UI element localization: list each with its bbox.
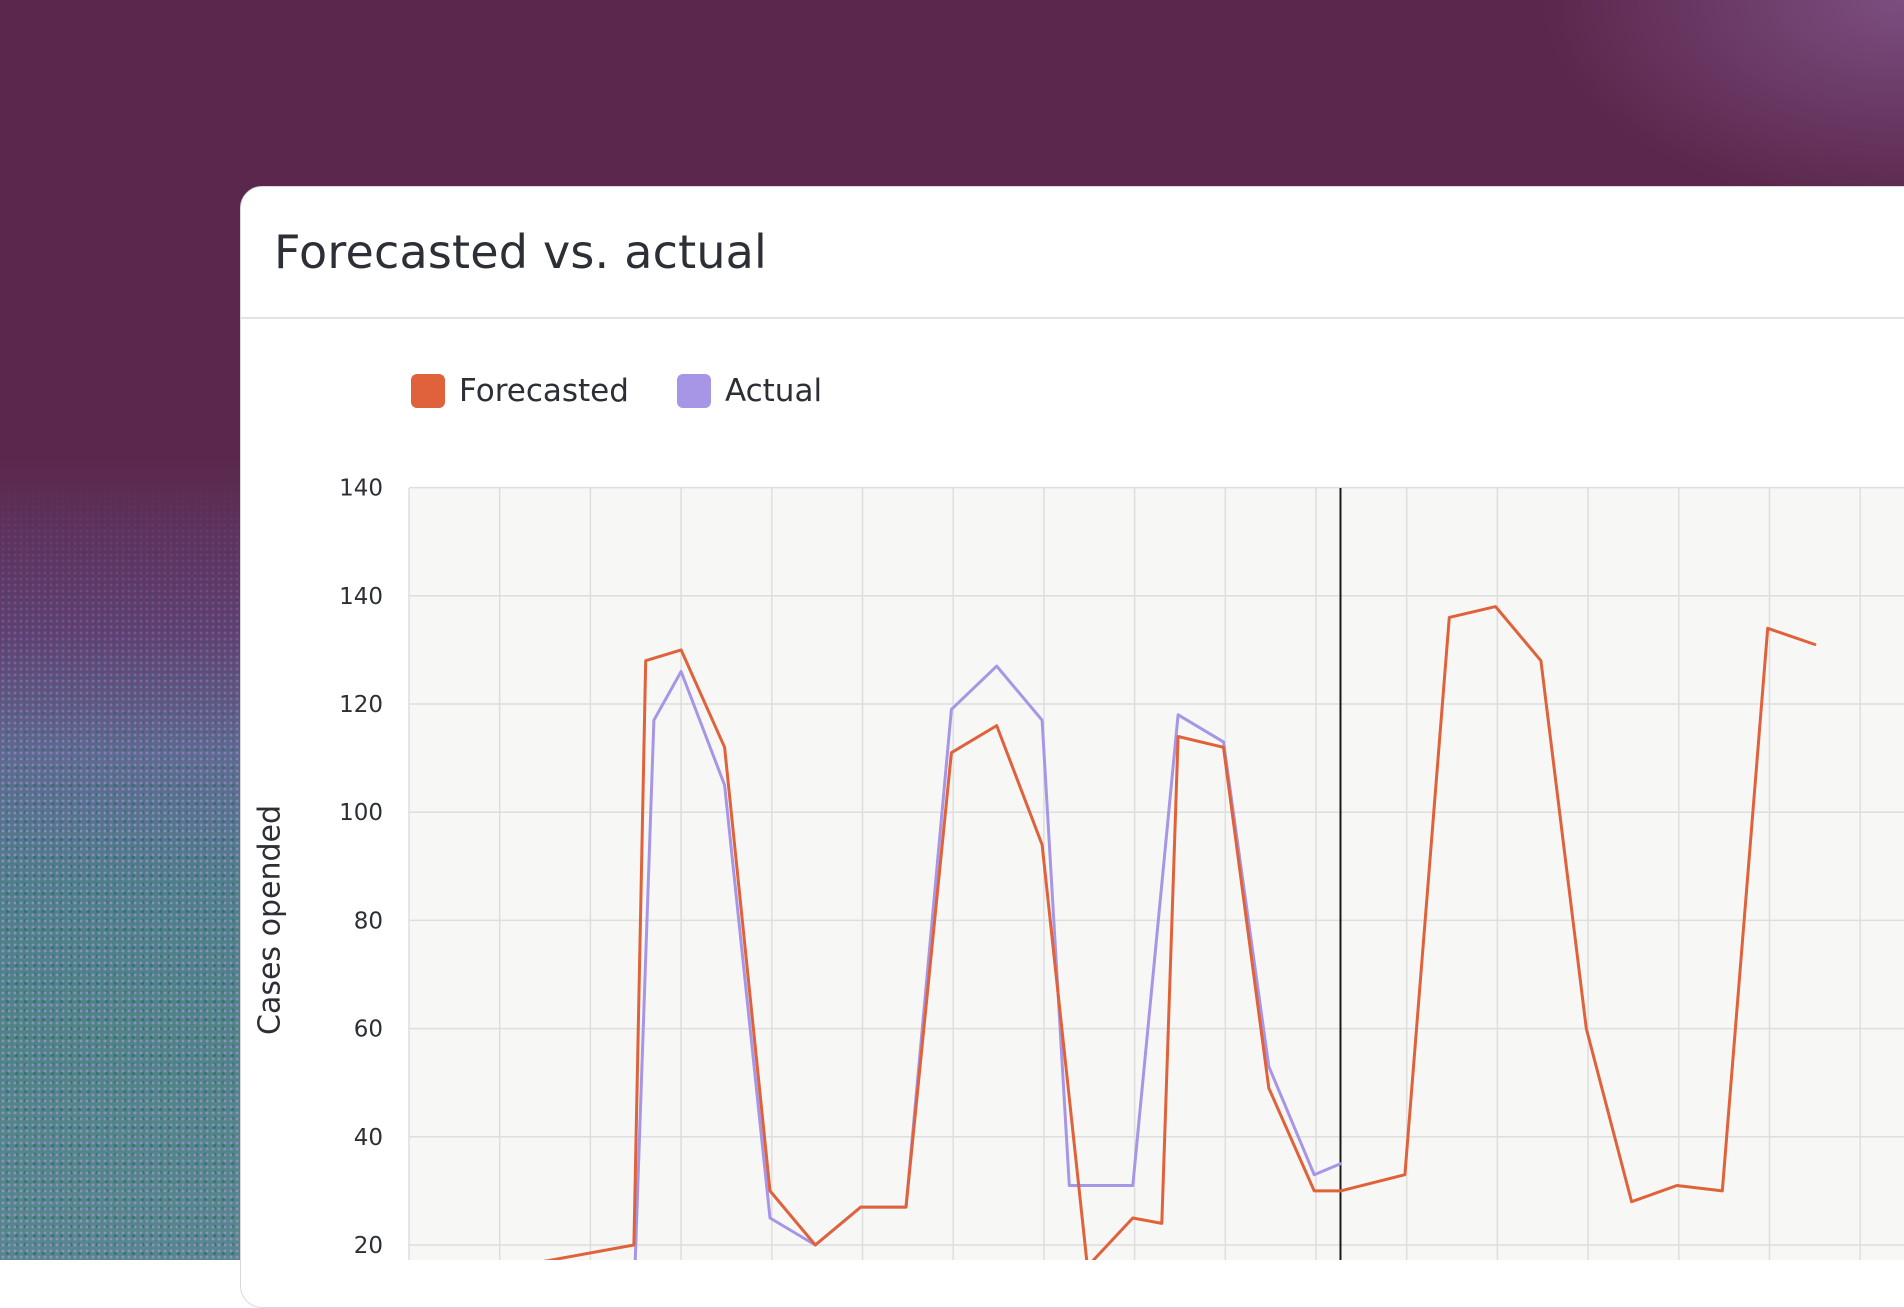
- background-texture: [0, 480, 260, 1260]
- legend-item-forecasted[interactable]: Forecasted: [411, 373, 629, 409]
- card-title: Forecasted vs. actual: [274, 225, 768, 279]
- y-tick-label: 20: [354, 1233, 383, 1259]
- legend-label-actual: Actual: [724, 373, 823, 409]
- y-tick-label: 100: [339, 800, 383, 826]
- series-line-forecasted: [544, 605, 1817, 1260]
- y-tick-label: 120: [339, 692, 383, 718]
- y-axis-title: Cases opended: [252, 805, 288, 1035]
- y-tick-label: 60: [354, 1017, 383, 1043]
- legend-swatch-actual: [676, 374, 711, 408]
- legend-item-actual[interactable]: Actual: [676, 373, 823, 409]
- chart-legend: Forecasted Actual: [411, 373, 870, 409]
- y-tick-label: 140: [339, 584, 383, 610]
- legend-swatch-forecasted: [411, 374, 445, 408]
- legend-label-forecasted: Forecasted: [459, 373, 629, 409]
- y-tick-label: 80: [354, 908, 383, 934]
- y-tick-label: 140: [339, 476, 383, 502]
- line-chart: 140 140 120 100 80 60 40 20: [339, 476, 1904, 1260]
- card-header: Forecasted vs. actual: [241, 187, 1904, 319]
- plot-area: [409, 488, 1904, 1260]
- y-tick-label: 40: [354, 1125, 383, 1151]
